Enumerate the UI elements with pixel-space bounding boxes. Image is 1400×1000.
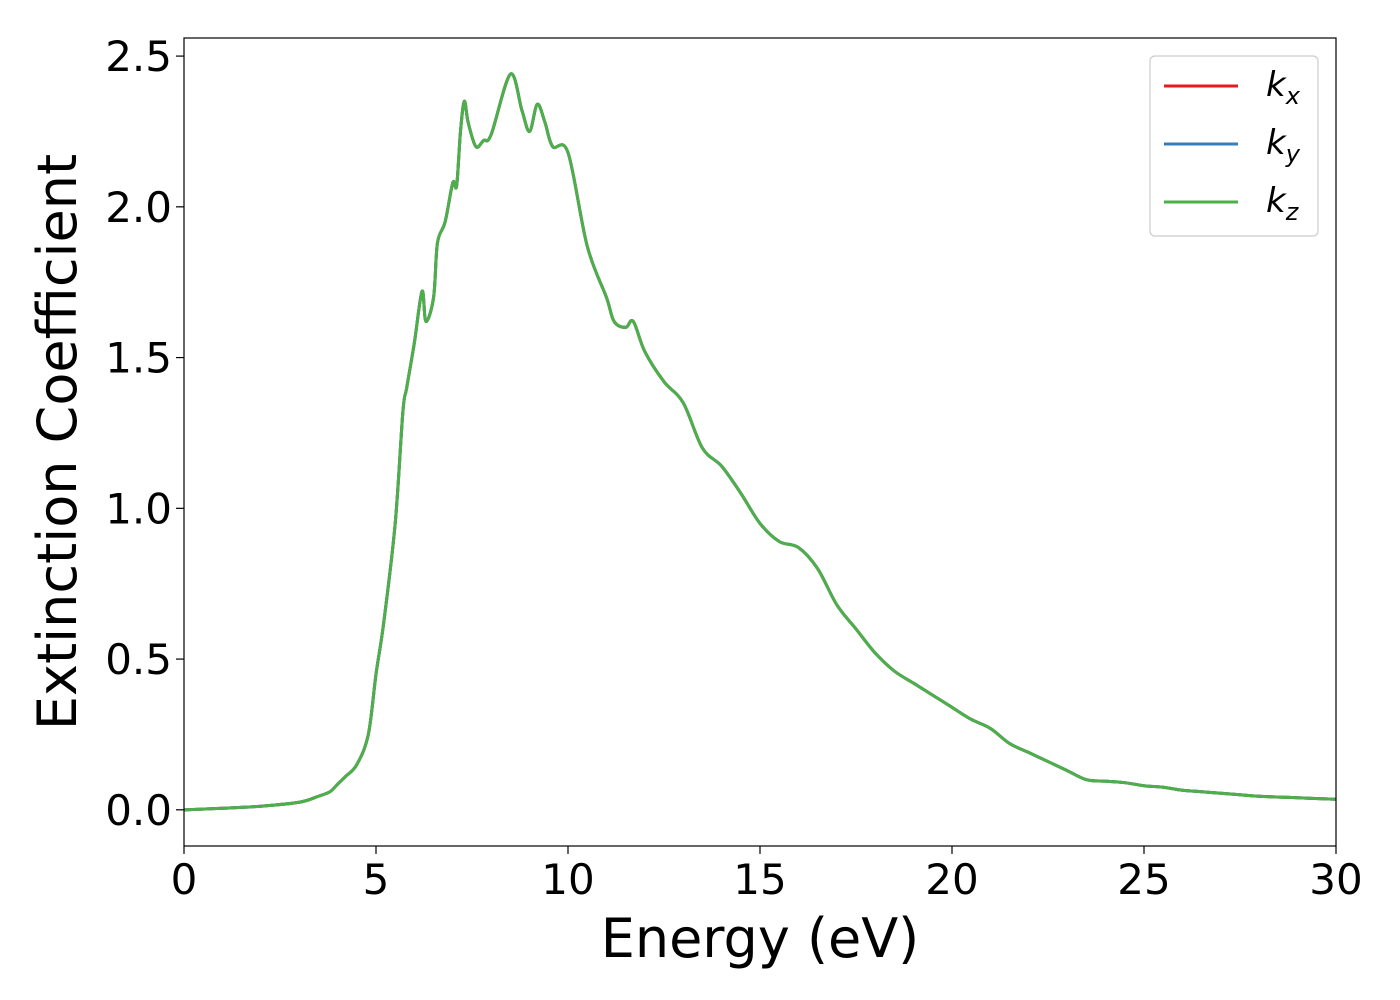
plot-area xyxy=(184,38,1336,846)
x-tick-label: 20 xyxy=(925,855,978,904)
y-axis-title: Extinction Coefficient xyxy=(26,154,89,730)
legend-label-x: kx xyxy=(1266,65,1301,110)
x-tick-label: 25 xyxy=(1117,855,1170,904)
y-tick-label: 0.5 xyxy=(105,635,172,684)
x-tick-label: 5 xyxy=(363,855,390,904)
legend-label-y: ky xyxy=(1266,123,1301,168)
legend-box xyxy=(1149,55,1319,237)
legend-label-subscript: x xyxy=(1285,82,1301,110)
x-tick-label: 0 xyxy=(171,855,198,904)
legend-label-z: kz xyxy=(1266,181,1300,226)
legend-label-subscript: y xyxy=(1285,140,1301,168)
y-tick-label: 2.0 xyxy=(105,183,172,232)
y-tick-label: 2.5 xyxy=(105,32,172,81)
legend-label-subscript: z xyxy=(1285,198,1300,226)
series-line-z xyxy=(183,72,1337,812)
x-axis-ticks: 0 5 10 15 20 25 30 xyxy=(171,846,1363,904)
legend-label-base: k xyxy=(1266,181,1287,221)
y-tick-label: 1.0 xyxy=(105,484,172,533)
series-layer xyxy=(183,72,1337,812)
x-tick-label: 15 xyxy=(733,855,786,904)
y-axis-ticks: 0.0 0.5 1.0 1.5 2.0 2.5 xyxy=(105,32,184,835)
x-tick-label: 30 xyxy=(1309,855,1362,904)
y-tick-label: 0.0 xyxy=(105,786,172,835)
x-axis-title: Energy (eV) xyxy=(601,907,920,970)
legend-label-base: k xyxy=(1266,123,1287,163)
y-tick-label: 1.5 xyxy=(105,334,172,383)
x-tick-label: 10 xyxy=(541,855,594,904)
legend-label-base: k xyxy=(1266,65,1287,105)
